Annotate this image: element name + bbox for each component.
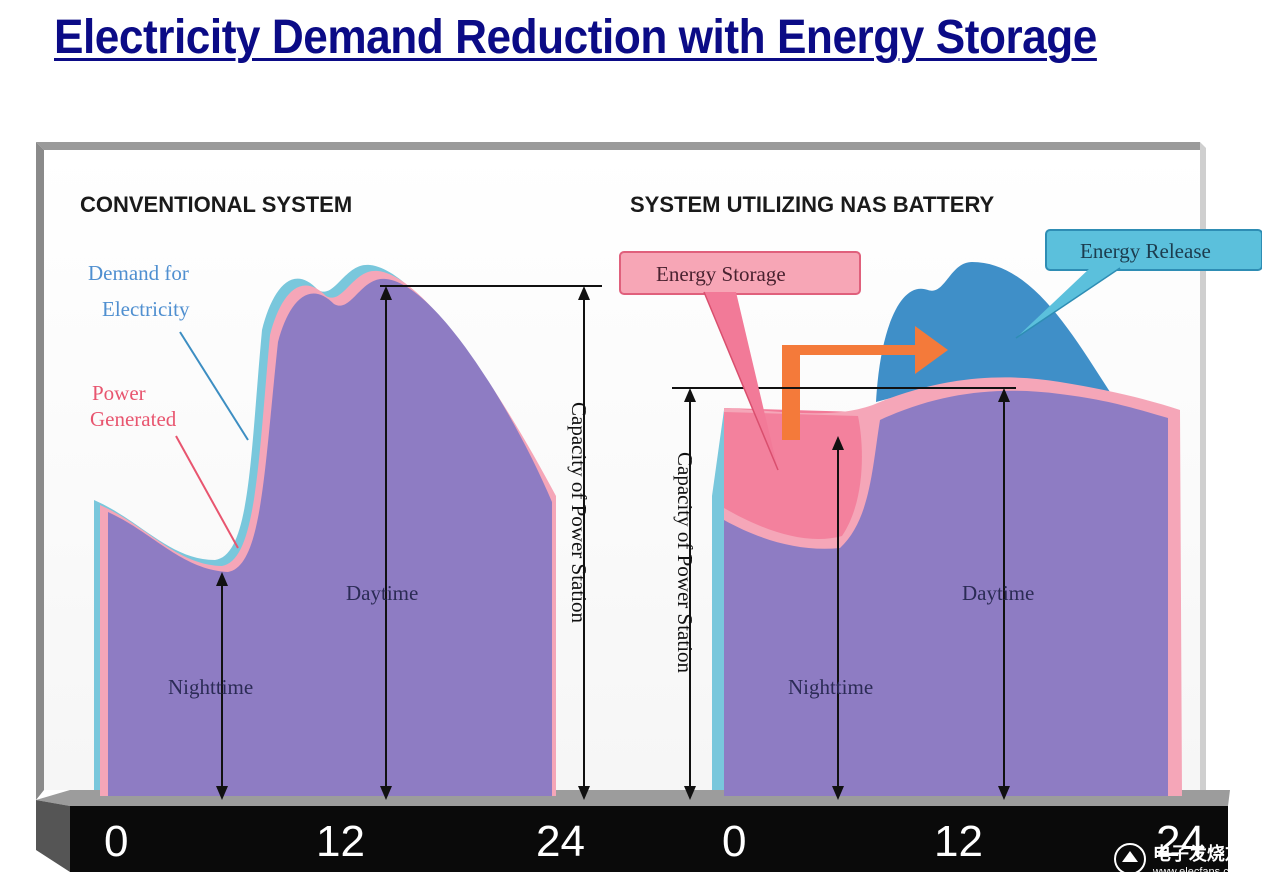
energy-storage-label: Energy Storage	[656, 262, 786, 286]
energy-release-area	[876, 262, 1110, 402]
energy-release-label: Energy Release	[1080, 239, 1211, 263]
left-tick-12: 12	[316, 817, 365, 866]
right-tick-24: 24	[1156, 817, 1205, 866]
energy-storage-callout	[619, 251, 861, 295]
shift-arrow	[782, 326, 948, 440]
right-tick-0: 0	[722, 817, 746, 866]
right-tick-12: 12	[934, 817, 983, 866]
watermark: 电子发烧友 www.elecfans.com	[1113, 840, 1244, 878]
elecfans-logo-icon	[1113, 843, 1146, 875]
nas-battery-heading: SYSTEM UTILIZING NAS BATTERY	[630, 192, 995, 217]
consumption-area	[108, 278, 552, 797]
left-capacity-label: Capacity of Power Station	[567, 402, 591, 624]
power-label-line2: Generated	[90, 407, 177, 431]
timeline-floor	[36, 790, 1230, 872]
nas-battery-system-chart	[619, 229, 1262, 800]
page-title: Electricity Demand Reduction with Energy…	[54, 11, 1097, 64]
right-nighttime-label: Nighttime	[788, 675, 873, 699]
watermark-url: www.elecfans.com	[1152, 866, 1244, 878]
right-daytime-label: Daytime	[962, 581, 1034, 605]
right-capacity-label: Capacity of Power Station	[673, 452, 697, 674]
consumption-area-nas	[724, 390, 1168, 796]
energy-release-callout	[1045, 229, 1262, 271]
left-tick-0: 0	[104, 817, 128, 866]
left-daytime-label: Daytime	[346, 581, 418, 605]
left-tick-24: 24	[536, 817, 585, 866]
conventional-system-heading: CONVENTIONAL SYSTEM	[80, 192, 352, 217]
conventional-system-chart	[94, 264, 602, 800]
demand-label-line1: Demand for	[88, 261, 189, 285]
power-label-line1: Power	[92, 381, 146, 405]
demand-label-line2: Electricity	[102, 297, 190, 321]
watermark-text: 电子发烧友	[1152, 844, 1243, 864]
left-nighttime-label: Nighttime	[168, 675, 253, 699]
